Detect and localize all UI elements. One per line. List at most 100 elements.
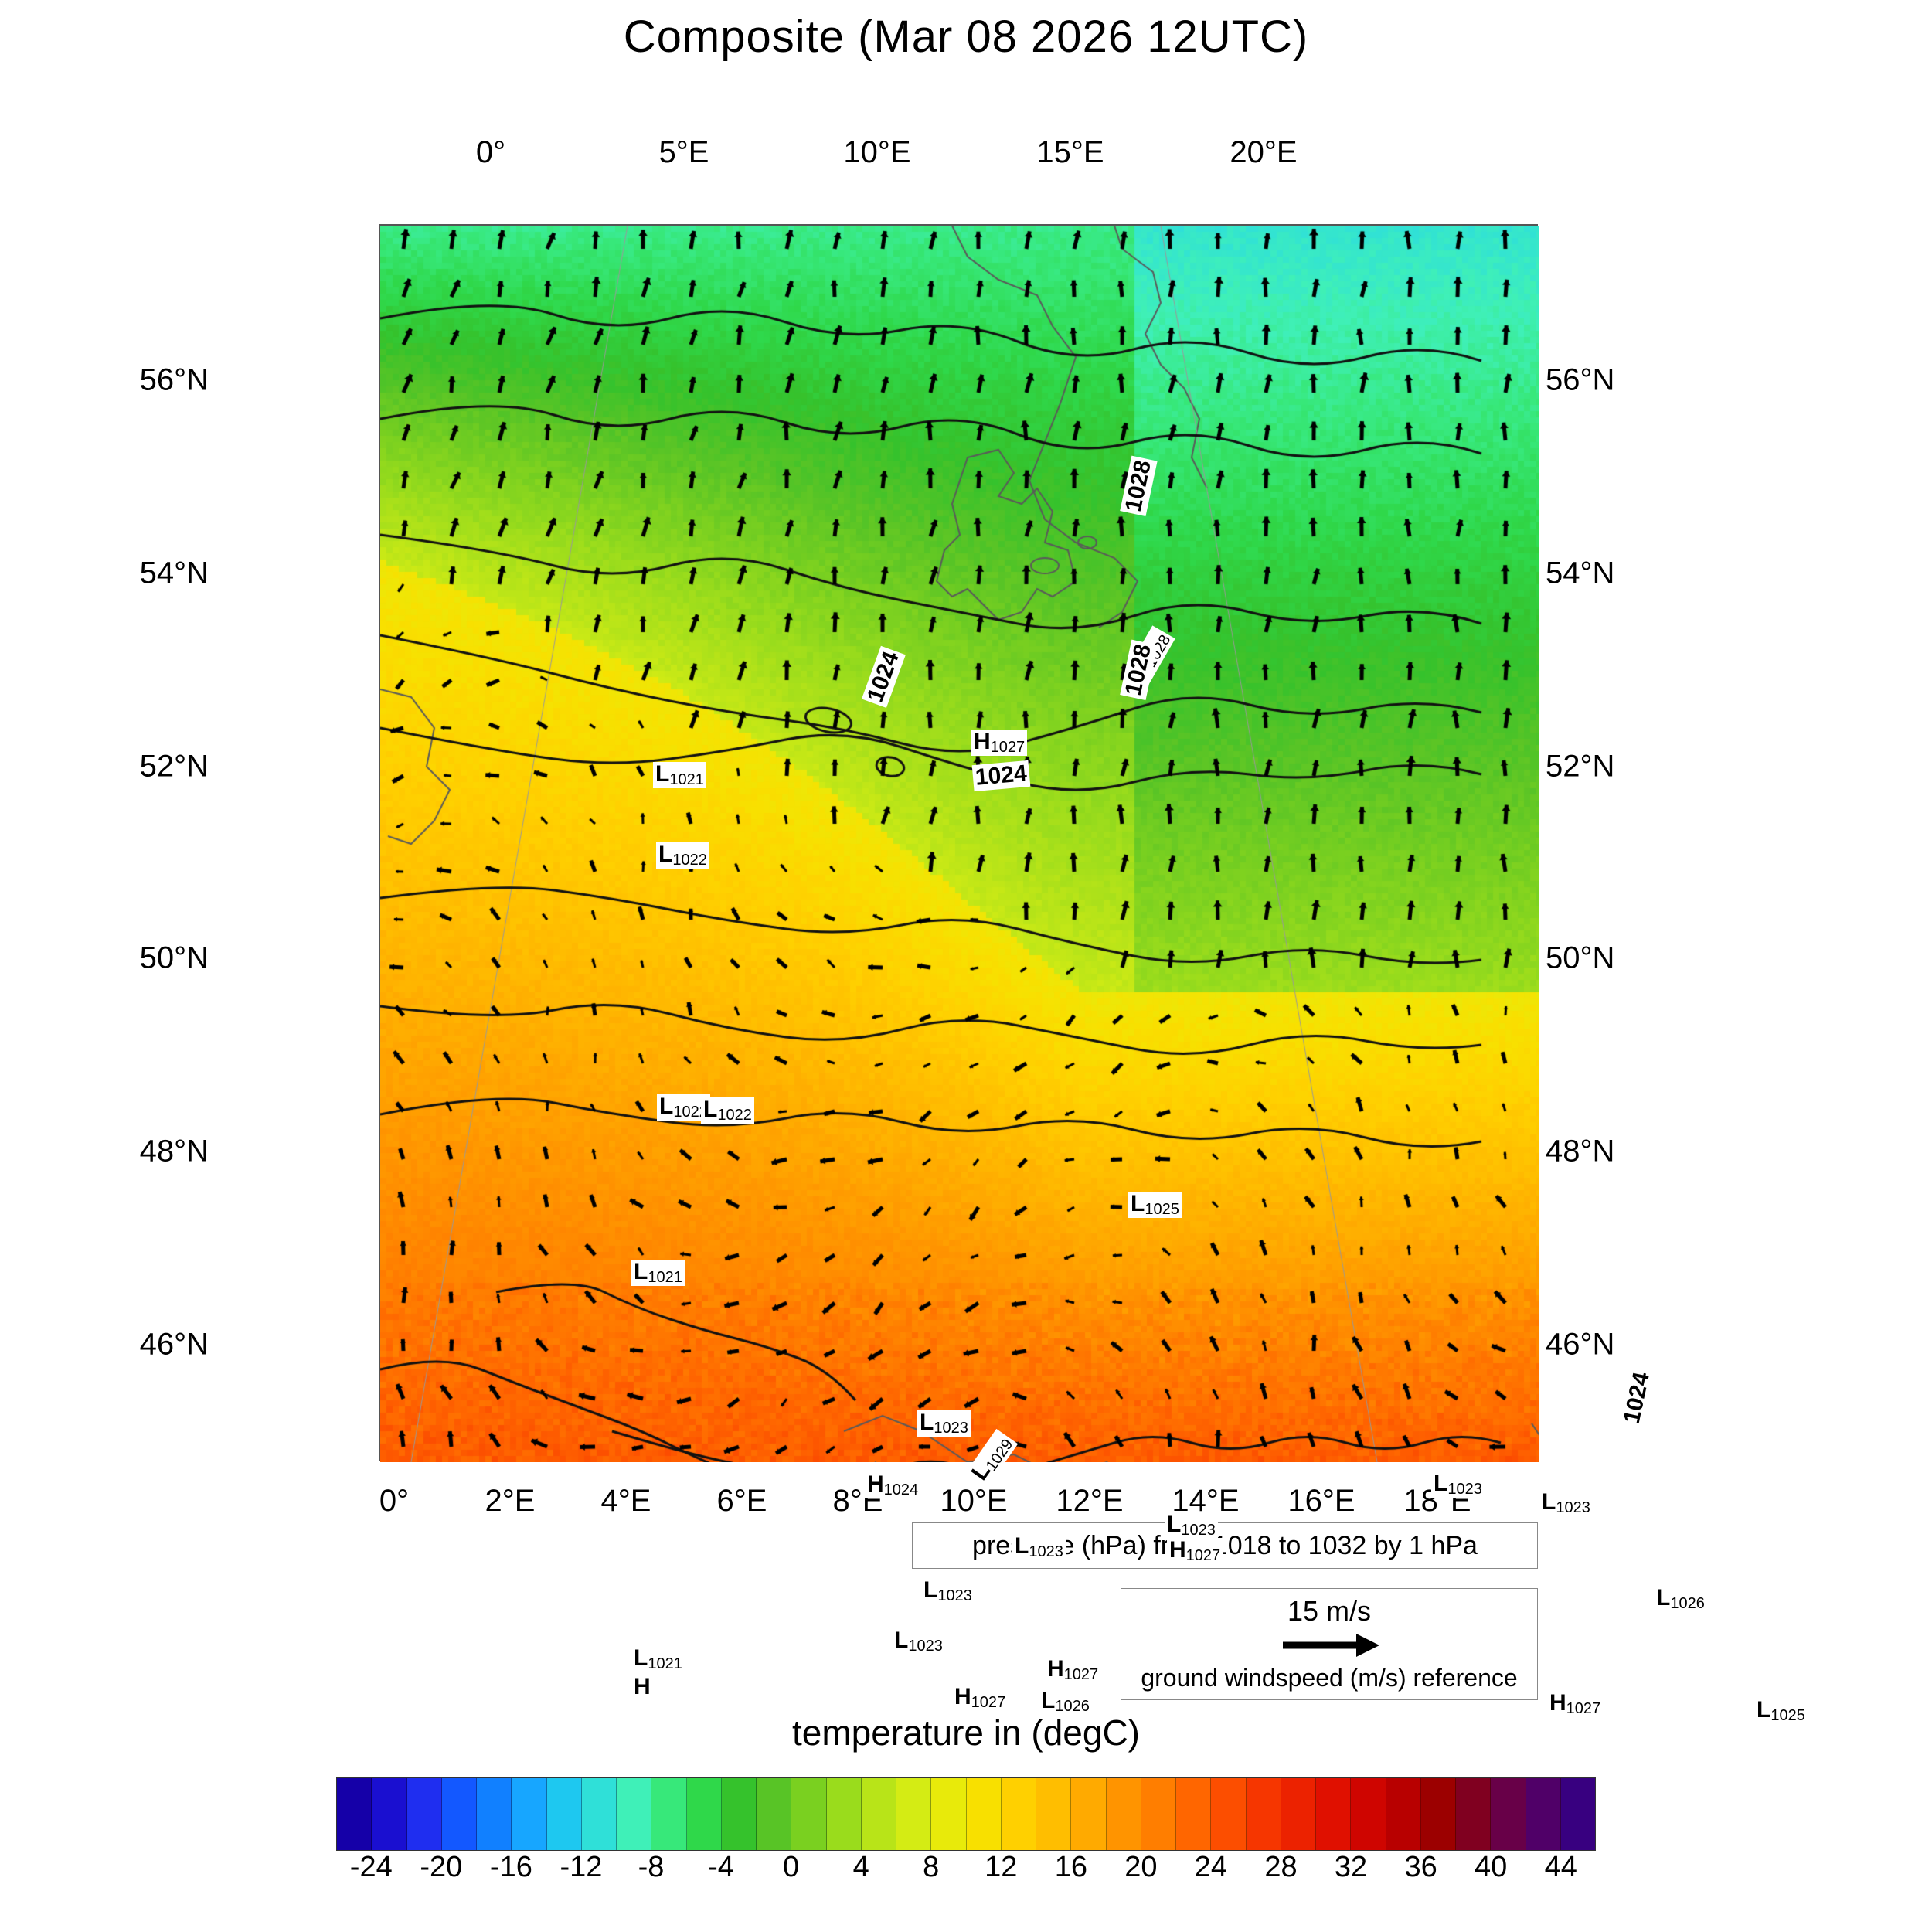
temperature-caption: temperature in (degC): [0, 1712, 1932, 1753]
top-tick-1: 5°E: [630, 135, 738, 170]
colorbar-segment: [337, 1778, 372, 1850]
top-tick-4: 20°E: [1209, 135, 1318, 170]
colorbar-wrap: -24 -20 -16 -12 -8 -4 0 4 8 12 16 20 24 28 32 36 40 44: [336, 1777, 1596, 1893]
colorbar-segment: [967, 1778, 1002, 1850]
right-tick-4: 48°N: [1546, 1134, 1654, 1169]
colorbar-tick-44: 44: [1545, 1851, 1577, 1884]
pressure-center-label: H1027: [1547, 1691, 1603, 1717]
colorbar-tick--24: -24: [350, 1851, 393, 1884]
colorbar-segment: [931, 1778, 966, 1850]
top-tick-3: 15°E: [1016, 135, 1124, 170]
left-tick-4: 48°N: [100, 1134, 209, 1169]
left-tick-5: 46°N: [100, 1328, 209, 1362]
left-tick-0: 56°N: [100, 363, 209, 398]
pressure-center-label: L1022: [701, 1097, 754, 1124]
colorbar-segment: [1561, 1778, 1595, 1850]
colorbar-segment: [1281, 1778, 1316, 1850]
colorbar-segment: [372, 1778, 406, 1850]
colorbar-segment: [1456, 1778, 1491, 1850]
weather-map-canvas: [380, 226, 1539, 1462]
pressure-legend-box: pressure (hPa) from 1018 to 1032 by 1 hP…: [912, 1522, 1538, 1569]
colorbar-tick-0: 0: [783, 1851, 799, 1884]
pressure-center-label: L1023: [1431, 1471, 1485, 1498]
bottom-tick-0: 0°: [340, 1484, 448, 1519]
pressure-center-label: L1023: [1012, 1534, 1066, 1560]
right-tick-5: 46°N: [1546, 1328, 1654, 1362]
bottom-tick-3: 6°E: [688, 1484, 796, 1519]
colorbar-tick-24: 24: [1195, 1851, 1227, 1884]
bottom-tick-6: 12°E: [1036, 1484, 1144, 1519]
colorbar-segment: [862, 1778, 896, 1850]
colorbar-tick-40: 40: [1475, 1851, 1507, 1884]
pressure-center-label: L1021: [653, 762, 706, 788]
colorbar-segment: [547, 1778, 582, 1850]
pressure-center-label: L1023: [1165, 1512, 1218, 1539]
pressure-center-label: L1022: [656, 842, 709, 869]
top-tick-0: 0°: [437, 135, 545, 170]
colorbar-tick--12: -12: [560, 1851, 602, 1884]
colorbar-segment: [477, 1778, 512, 1850]
pressure-center-label: H: [631, 1675, 653, 1699]
colorbar-tick-4: 4: [853, 1851, 869, 1884]
isobar-contour-label: 1024: [1618, 1368, 1655, 1428]
left-tick-2: 52°N: [100, 750, 209, 784]
colorbar-segment: [757, 1778, 791, 1850]
colorbar-segment: [442, 1778, 477, 1850]
colorbar-tick-28: 28: [1264, 1851, 1297, 1884]
colorbar-segment: [651, 1778, 686, 1850]
isobar-contour-label: 1024: [972, 760, 1030, 791]
colorbar-tick--16: -16: [490, 1851, 532, 1884]
colorbar-segment: [1002, 1778, 1036, 1850]
colorbar-segment: [1071, 1778, 1106, 1850]
pressure-center-label: H1024: [865, 1472, 920, 1498]
top-tick-2: 10°E: [823, 135, 931, 170]
colorbar-segment: [1421, 1778, 1456, 1850]
colorbar-segment: [512, 1778, 546, 1850]
colorbar-segment: [1036, 1778, 1071, 1850]
bottom-tick-5: 10°E: [920, 1484, 1028, 1519]
wind-arrow-icon: [1121, 1628, 1537, 1662]
wind-legend-caption: ground windspeed (m/s) reference: [1121, 1664, 1537, 1692]
colorbar-segment: [1316, 1778, 1351, 1850]
pressure-center-label: L1023: [892, 1628, 945, 1655]
colorbar-segment: [1491, 1778, 1526, 1850]
bottom-tick-2: 4°E: [572, 1484, 680, 1519]
colorbar-segment: [1386, 1778, 1421, 1850]
map-plot-area: L1021L1022H1027H1028HHL1022L1022L1021L10…: [379, 224, 1538, 1461]
left-tick-3: 50°N: [100, 941, 209, 976]
pressure-center-label: L1023: [1539, 1490, 1593, 1516]
right-tick-2: 52°N: [1546, 750, 1654, 784]
bottom-tick-1: 2°E: [456, 1484, 564, 1519]
bottom-tick-8: 16°E: [1267, 1484, 1376, 1519]
colorbar-tick--4: -4: [708, 1851, 734, 1884]
pressure-center-label: H1027: [1167, 1538, 1223, 1564]
pressure-center-label: H1027: [971, 730, 1027, 756]
colorbar-segment: [791, 1778, 826, 1850]
pressure-center-label: L1026: [1654, 1586, 1707, 1612]
colorbar-segment: [1141, 1778, 1176, 1850]
pressure-center-label: L1023: [921, 1578, 975, 1604]
right-tick-3: 50°N: [1546, 941, 1654, 976]
colorbar-segment: [407, 1778, 442, 1850]
colorbar-ticks: -24 -20 -16 -12 -8 -4 0 4 8 12 16 20 24 28 32 36 40 44: [336, 1851, 1596, 1893]
pressure-center-label: H1027: [1045, 1657, 1100, 1683]
wind-speed-value: 15 m/s: [1121, 1595, 1537, 1628]
pressure-center-label: L1025: [1754, 1698, 1808, 1724]
colorbar-segment: [582, 1778, 617, 1850]
pressure-center-label: L1021: [631, 1260, 685, 1286]
pressure-center-label: L1023: [917, 1410, 971, 1437]
colorbar-segment: [617, 1778, 651, 1850]
pressure-center-label: H1027: [952, 1685, 1008, 1711]
colorbar: [336, 1777, 1596, 1851]
colorbar-tick-16: 16: [1055, 1851, 1087, 1884]
colorbar-segment: [687, 1778, 722, 1850]
colorbar-tick--8: -8: [638, 1851, 665, 1884]
colorbar-segment: [722, 1778, 757, 1850]
colorbar-segment: [1211, 1778, 1246, 1850]
pressure-center-label: L1025: [1128, 1192, 1182, 1218]
colorbar-tick--20: -20: [420, 1851, 462, 1884]
colorbar-tick-36: 36: [1404, 1851, 1437, 1884]
page-title: Composite (Mar 08 2026 12UTC): [0, 11, 1932, 63]
colorbar-segment: [827, 1778, 862, 1850]
colorbar-segment: [1176, 1778, 1211, 1850]
